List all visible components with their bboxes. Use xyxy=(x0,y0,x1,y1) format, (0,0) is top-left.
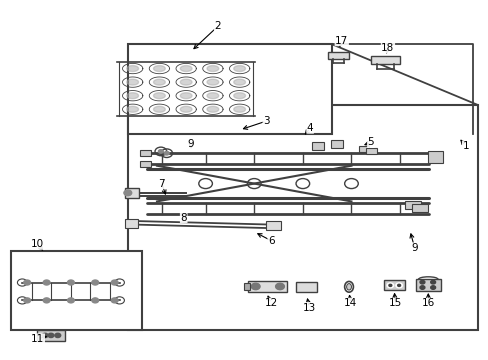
Bar xyxy=(127,44,331,134)
Polygon shape xyxy=(126,66,138,72)
Circle shape xyxy=(55,333,61,338)
Circle shape xyxy=(251,283,260,290)
Circle shape xyxy=(419,286,424,289)
Bar xyxy=(127,105,477,330)
Circle shape xyxy=(430,280,435,284)
Text: 14: 14 xyxy=(343,298,356,308)
Text: 17: 17 xyxy=(334,36,347,46)
Ellipse shape xyxy=(344,282,353,292)
Circle shape xyxy=(123,190,131,196)
Polygon shape xyxy=(153,79,165,85)
Bar xyxy=(427,152,442,163)
Bar xyxy=(327,52,348,59)
Polygon shape xyxy=(233,79,245,85)
Text: 8: 8 xyxy=(180,212,186,222)
Bar xyxy=(366,148,376,154)
Circle shape xyxy=(24,280,30,285)
Text: 12: 12 xyxy=(264,298,277,308)
Polygon shape xyxy=(206,66,218,72)
Bar xyxy=(370,57,399,64)
Bar xyxy=(125,188,139,198)
Circle shape xyxy=(92,280,99,285)
Bar xyxy=(311,142,323,150)
Text: 16: 16 xyxy=(421,298,434,308)
Text: 9: 9 xyxy=(410,243,417,253)
Circle shape xyxy=(164,152,169,155)
Polygon shape xyxy=(180,66,192,72)
Circle shape xyxy=(397,284,400,287)
Polygon shape xyxy=(126,106,138,112)
Polygon shape xyxy=(206,106,218,112)
Bar xyxy=(411,204,427,212)
Circle shape xyxy=(111,298,118,303)
Circle shape xyxy=(386,283,393,288)
Bar xyxy=(404,201,420,208)
Bar xyxy=(140,161,150,167)
Circle shape xyxy=(43,280,50,285)
Circle shape xyxy=(24,298,30,303)
Ellipse shape xyxy=(346,284,351,290)
Polygon shape xyxy=(126,93,138,99)
Bar xyxy=(330,140,343,148)
Bar xyxy=(37,330,64,341)
Polygon shape xyxy=(153,106,165,112)
Bar xyxy=(383,280,404,291)
Polygon shape xyxy=(206,93,218,99)
Polygon shape xyxy=(180,79,192,85)
Circle shape xyxy=(111,280,118,285)
Bar xyxy=(266,221,281,230)
Circle shape xyxy=(419,280,424,284)
Bar xyxy=(140,150,150,156)
Polygon shape xyxy=(233,93,245,99)
Polygon shape xyxy=(233,66,245,72)
Circle shape xyxy=(48,333,54,338)
Bar xyxy=(244,283,250,290)
Text: 5: 5 xyxy=(367,138,373,148)
Text: 15: 15 xyxy=(388,298,401,308)
Bar xyxy=(248,281,287,292)
Circle shape xyxy=(395,283,402,288)
Bar xyxy=(125,219,137,228)
Circle shape xyxy=(92,298,99,303)
Circle shape xyxy=(388,284,391,287)
Text: 4: 4 xyxy=(306,123,313,133)
Circle shape xyxy=(158,150,163,153)
Text: 3: 3 xyxy=(263,116,269,126)
Polygon shape xyxy=(233,106,245,112)
Polygon shape xyxy=(153,93,165,99)
Bar xyxy=(415,279,440,292)
Polygon shape xyxy=(206,79,218,85)
Circle shape xyxy=(42,333,48,338)
Bar xyxy=(358,146,369,153)
Polygon shape xyxy=(126,79,138,85)
Text: 18: 18 xyxy=(381,43,394,53)
Polygon shape xyxy=(180,93,192,99)
Text: 11: 11 xyxy=(31,334,44,344)
Circle shape xyxy=(275,283,284,290)
Text: 6: 6 xyxy=(267,236,274,246)
Text: 10: 10 xyxy=(31,239,44,249)
Circle shape xyxy=(67,280,74,285)
Circle shape xyxy=(430,286,435,289)
Text: 1: 1 xyxy=(462,141,468,151)
Bar xyxy=(295,282,317,292)
Text: 13: 13 xyxy=(302,302,315,312)
Circle shape xyxy=(43,298,50,303)
Polygon shape xyxy=(153,66,165,72)
Bar xyxy=(11,251,142,330)
Text: 9: 9 xyxy=(187,139,194,149)
Polygon shape xyxy=(180,106,192,112)
Text: 7: 7 xyxy=(158,179,165,189)
Text: 2: 2 xyxy=(214,21,221,31)
Circle shape xyxy=(67,298,74,303)
